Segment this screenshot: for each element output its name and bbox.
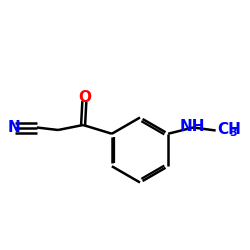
- Text: O: O: [78, 90, 91, 106]
- Text: N: N: [7, 120, 20, 135]
- Text: 3: 3: [230, 128, 237, 138]
- Text: CH: CH: [217, 122, 241, 137]
- Text: NH: NH: [179, 119, 205, 134]
